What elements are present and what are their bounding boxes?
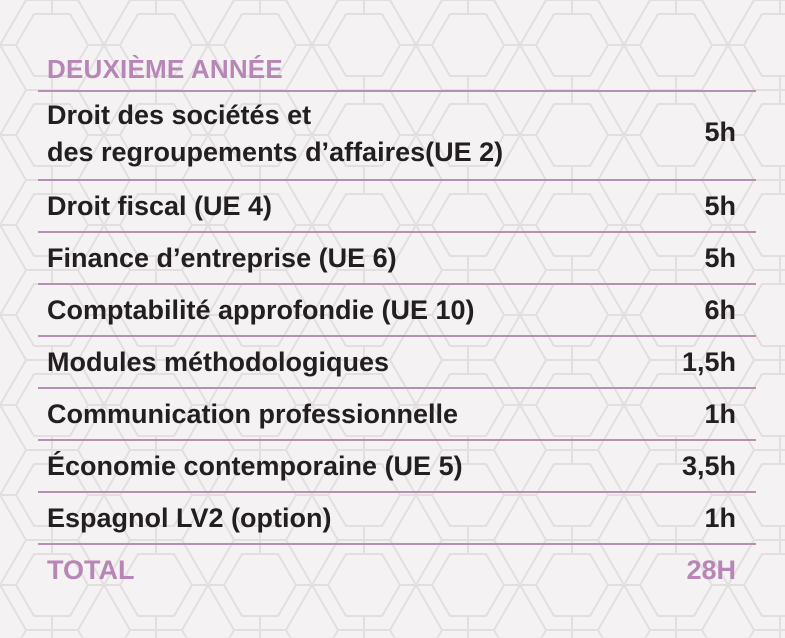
section-title: DEUXIÈME ANNÉE (47, 54, 283, 84)
table-row: Espagnol LV2 (option) 1h (38, 493, 756, 543)
course-hours: 1h (704, 399, 736, 429)
course-label: Comptabilité approfondie (UE 10) (47, 295, 475, 325)
course-label: Espagnol LV2 (option) (47, 503, 332, 533)
table-row: Finance d’entreprise (UE 6) 5h (38, 233, 756, 283)
course-hours: 5h (704, 117, 736, 147)
table-row: Économie contemporaine (UE 5) 3,5h (38, 441, 756, 491)
total-hours: 28H (686, 555, 736, 585)
table-divider (38, 179, 756, 181)
course-label: Communication professionnelle (47, 399, 459, 429)
course-hours: 3,5h (681, 451, 736, 481)
table-divider (38, 491, 756, 493)
table-divider (38, 543, 756, 545)
total-row: TOTAL 28H (38, 545, 756, 595)
table-row: Communication professionnelle 1h (38, 389, 756, 439)
course-hours: 1,5h (681, 347, 736, 377)
course-label: Modules méthodologiques (47, 347, 389, 377)
course-label: Finance d’entreprise (UE 6) (47, 243, 397, 273)
course-label-line1: Droit des sociétés et (47, 100, 312, 130)
table-row: Modules méthodologiques 1,5h (38, 337, 756, 387)
table-row: Droit des sociétés et des regroupements … (38, 92, 756, 179)
table-divider (38, 231, 756, 233)
course-hours: 6h (704, 295, 736, 325)
course-hours: 5h (704, 243, 736, 273)
table-divider (38, 439, 756, 441)
table-divider (38, 90, 756, 92)
table-divider (38, 283, 756, 285)
course-label: Économie contemporaine (UE 5) (47, 451, 463, 481)
course-label: Droit fiscal (UE 4) (47, 191, 273, 221)
course-label-line2: des regroupements d’affaires(UE 2) (47, 137, 504, 167)
table-divider (38, 335, 756, 337)
table-row: Droit fiscal (UE 4) 5h (38, 181, 756, 231)
course-hours: 5h (704, 191, 736, 221)
total-label: TOTAL (47, 555, 135, 585)
table-row: Comptabilité approfondie (UE 10) 6h (38, 285, 756, 335)
course-hours: 1h (704, 503, 736, 533)
table-divider (38, 387, 756, 389)
